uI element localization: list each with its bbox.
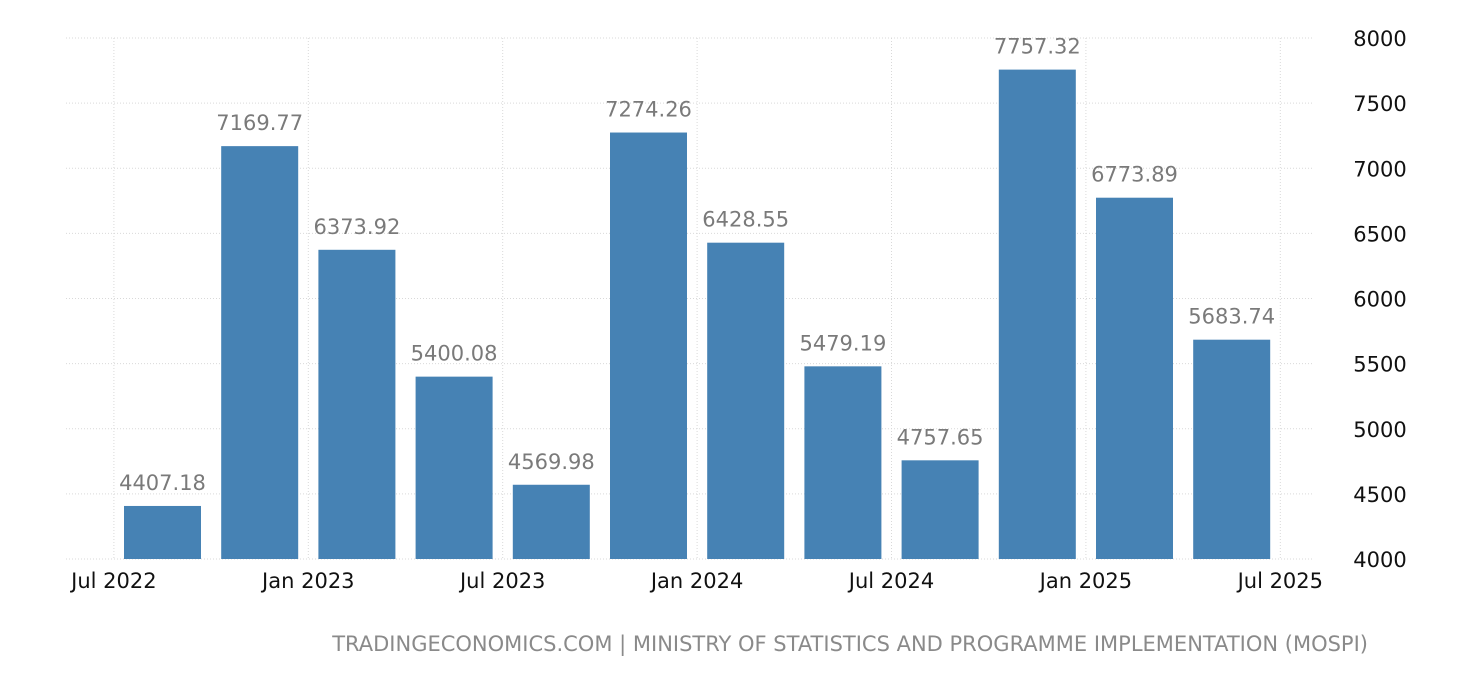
bar-jan-2023[interactable] — [221, 146, 299, 559]
bar-value-label: 7757.32 — [994, 35, 1081, 59]
y-tick-label: 5000 — [1353, 418, 1406, 442]
x-tick-label: Jul 2024 — [847, 569, 934, 593]
bar-value-label: 5683.74 — [1188, 305, 1275, 329]
bar-oct-2023[interactable] — [512, 484, 590, 559]
bar-jan-2025[interactable] — [998, 69, 1076, 559]
y-tick-label: 7500 — [1353, 92, 1406, 116]
y-tick-label: 4000 — [1353, 548, 1406, 572]
bar-jul-2024[interactable] — [804, 366, 882, 559]
x-tick-label: Jul 2023 — [458, 569, 545, 593]
bar-value-label: 4407.18 — [119, 471, 206, 495]
x-axis-tick-labels: Jul 2022 Jan 2023 Jul 2023 Jan 2024 Jul 2024… — [69, 569, 1323, 593]
x-tick-label: Jul 2022 — [69, 569, 156, 593]
bar-oct-2024[interactable] — [901, 460, 979, 559]
bar-value-label: 6773.89 — [1091, 163, 1178, 187]
bar-oct-2022[interactable] — [124, 505, 201, 559]
x-tick-label: Jan 2023 — [260, 569, 355, 593]
bar-value-label: 4569.98 — [508, 450, 595, 474]
bar-apr-2023[interactable] — [318, 249, 396, 559]
bar-apr-2025[interactable] — [1096, 197, 1173, 560]
y-tick-label: 7000 — [1353, 157, 1406, 181]
y-tick-label: 8000 — [1353, 27, 1406, 51]
bar-value-label: 6428.55 — [702, 208, 789, 232]
y-tick-label: 6500 — [1353, 222, 1406, 246]
x-tick-label: Jan 2025 — [1038, 569, 1133, 593]
bar-jul-2025[interactable] — [1193, 339, 1271, 559]
bar-value-label: 5479.19 — [799, 331, 886, 355]
bar-jan-2024[interactable] — [610, 132, 687, 559]
y-axis-tick-labels: 4000 4500 5000 5500 6000 6500 7000 7500 8000 — [1353, 27, 1406, 572]
source-attribution[interactable]: TRADINGECONOMICS.COM | MINISTRY OF STATI… — [331, 632, 1368, 657]
bar-value-label: 4757.65 — [897, 425, 984, 449]
x-tick-label: Jul 2025 — [1236, 569, 1323, 593]
bar-value-label: 6373.92 — [313, 215, 400, 239]
bar-apr-2024[interactable] — [707, 242, 785, 559]
bar-jul-2023[interactable] — [415, 376, 493, 559]
x-tick-label: Jan 2024 — [649, 569, 744, 593]
y-tick-label: 6000 — [1353, 288, 1406, 312]
bars — [124, 69, 1271, 560]
y-tick-label: 4500 — [1353, 483, 1406, 507]
bar-value-label: 7169.77 — [216, 111, 303, 135]
bar-value-label: 5400.08 — [411, 342, 498, 366]
y-tick-label: 5500 — [1353, 353, 1406, 377]
bar-value-label: 7274.26 — [605, 98, 692, 122]
value-labels: 4407.18 7169.77 6373.92 5400.08 4569.98 7274.… — [119, 35, 1275, 495]
